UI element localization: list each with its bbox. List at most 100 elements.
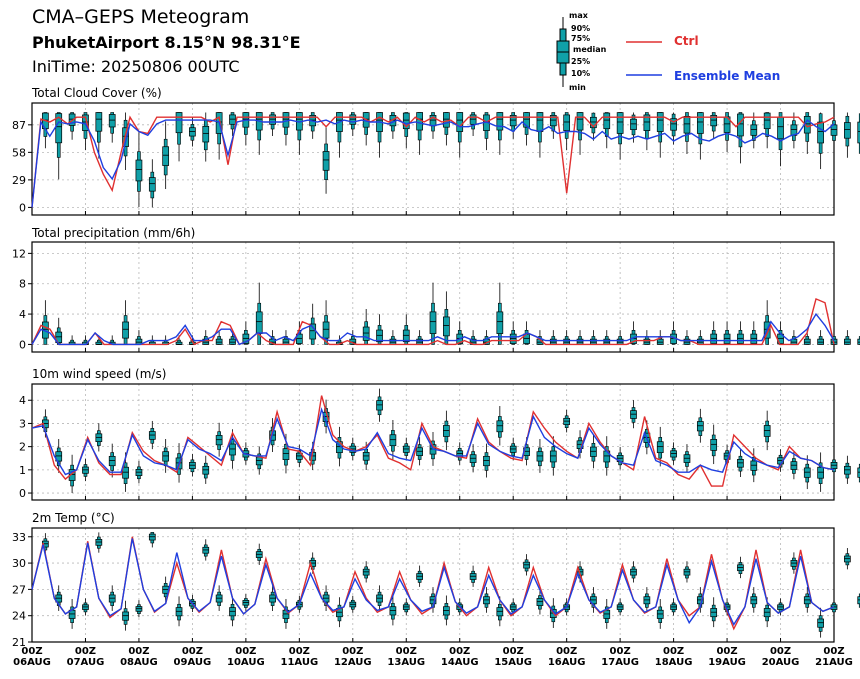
x-date-label: 06AUG [13,657,51,668]
page-title: CMA–GEPS Meteogram [32,6,250,28]
x-date-label: 11AUG [280,657,318,668]
box-inner [777,116,784,140]
box-inner [710,608,718,618]
legend-box-label: 75% [571,34,590,43]
box-inner [229,607,236,617]
box-inner [108,114,116,128]
box-inner [229,114,236,125]
box-inner [175,607,183,617]
box-inner [189,127,196,137]
box-inner [122,321,129,339]
x-date-label: 18AUG [655,657,693,668]
box-inner [656,441,664,454]
y-tick-label: 0 [19,201,26,214]
x-date-label: 21AUG [815,657,853,668]
box-inner [750,124,758,136]
box-inner [616,112,624,134]
y-tick-label: 4 [19,394,26,407]
ctrl-line [31,115,835,208]
box-inner [817,618,824,628]
box-inner [710,115,718,127]
box-inner [122,466,129,479]
box-inner [322,151,330,171]
box-inner [750,460,758,471]
box-inner [844,122,851,139]
box-inner [857,121,860,144]
box-inner [148,177,156,192]
x-date-label: 10AUG [227,657,265,668]
box-inner [255,311,263,334]
x-date-label: 08AUG [120,657,158,668]
box-inner [362,326,370,341]
box-inner [55,113,63,144]
x-date-label: 12AUG [334,657,372,668]
ensemble-mean-line [31,407,835,476]
box-inner [656,609,664,619]
y-tick-label: 0 [19,487,26,500]
box-inner [402,112,410,130]
box-inner [175,112,183,134]
panel-title: 2m Temp (°C) [32,511,115,525]
panel-frame [31,383,835,501]
legend-box-label: max [569,11,589,20]
box-inner [549,115,557,127]
x-date-label: 19AUG [708,657,746,668]
box-inner [710,333,718,344]
ensemble-mean-line [31,312,835,346]
y-tick-label: 87 [12,119,26,132]
box-inner [322,321,330,339]
x-hour-label: 00Z [75,646,96,657]
box-inner [696,421,704,432]
box-inner [162,146,170,166]
y-tick-label: 33 [12,531,26,544]
x-date-label: 20AUG [762,657,800,668]
box-inner [389,606,397,616]
y-tick-label: 1 [19,464,26,477]
x-date-label: 17AUG [601,657,639,668]
y-tick-label: 2 [19,441,26,454]
box-inner [68,469,76,481]
y-tick-label: 3 [19,417,26,430]
y-tick-label: 4 [19,308,26,321]
box-inner [202,125,210,143]
box-inner [509,333,517,344]
box-inner [269,114,276,125]
x-hour-label: 00Z [128,646,149,657]
panel-title: 10m wind speed (m/s) [32,367,166,381]
legend-ctrl-label: Ctrl [674,34,699,48]
box-inner [763,112,771,130]
box-inner [670,118,677,131]
box-inner [723,333,731,344]
y-tick-label: 24 [12,610,26,623]
box-inner [496,112,504,131]
box-inner [443,425,450,437]
y-tick-label: 29 [12,174,26,187]
box-inner [683,116,691,134]
box-inner [295,333,303,344]
box-inner [135,159,143,182]
box-inner [536,451,544,462]
box-inner [549,450,557,463]
box-inner [108,455,116,467]
box-inner [523,112,530,128]
panel-title: Total precipitation (mm/6h) [31,226,195,240]
box-inner [576,112,584,131]
legend-box-label: min [569,83,586,92]
box-inner [429,311,437,334]
x-hour-label: 00Z [449,646,470,657]
box-inner [376,400,383,411]
box-inner [55,451,63,462]
y-tick-label: 58 [12,146,26,159]
box-inner [763,425,771,437]
box-inner [643,114,651,131]
box-inner [443,606,450,616]
legend-box-label: 10% [571,69,590,78]
box-inner [630,118,637,130]
box-inner [496,607,504,617]
ctrl-line [31,297,835,346]
box-inner [817,466,824,479]
box-inner [389,434,397,447]
legend-box-label: median [573,45,607,54]
y-tick-label: 12 [12,247,26,260]
box-inner [696,112,704,134]
